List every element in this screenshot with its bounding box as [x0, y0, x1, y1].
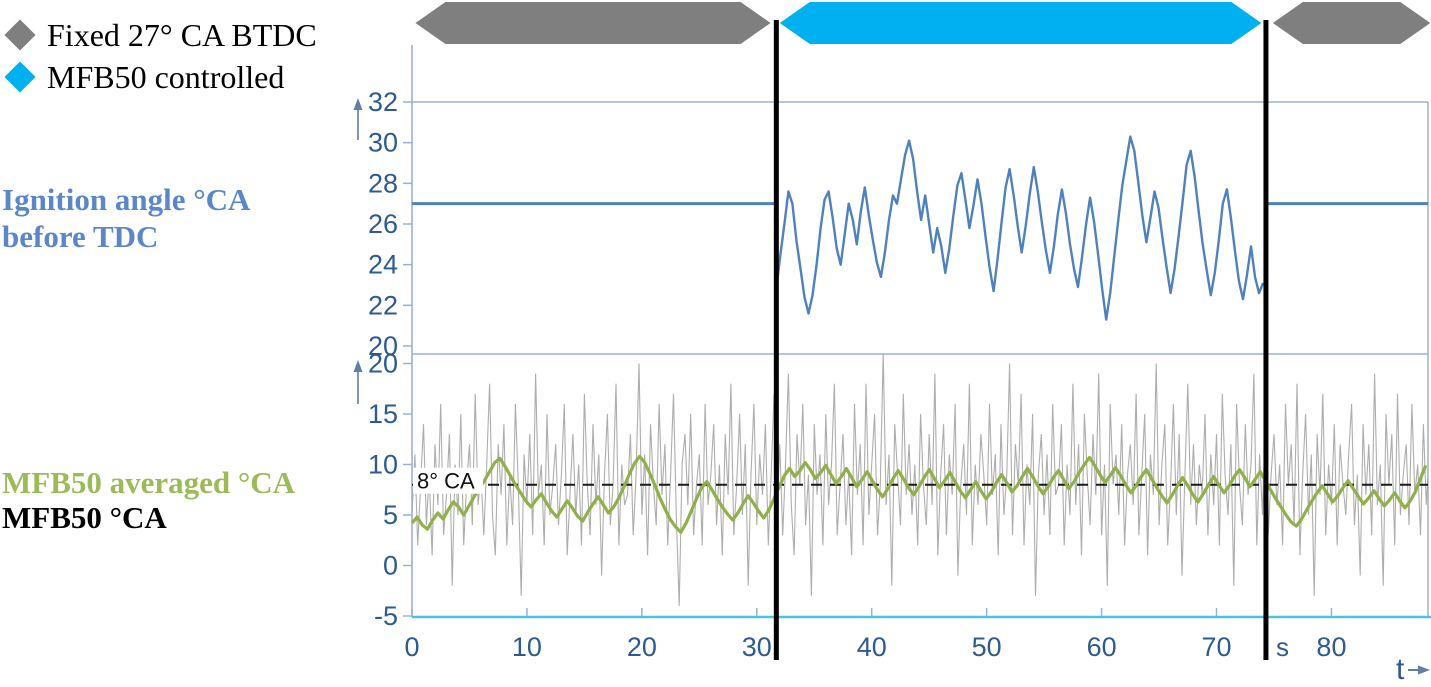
legend-label: MFB50 controlled [47, 58, 285, 95]
y-axis-arrowhead-icon [353, 98, 363, 110]
mfb50-averaged-caption: MFB50 averaged °CA [2, 465, 296, 500]
reference-label-bg [413, 467, 483, 494]
y-tick-label: 15 [368, 399, 398, 429]
x-tick-label: 60 [1087, 632, 1117, 662]
phase-banner-0 [415, 2, 771, 44]
x-tick-label: 80 [1316, 632, 1346, 662]
legend-item-fixed: Fixed 27° CA BTDC [4, 14, 317, 56]
mfb50-raw-series [412, 354, 1428, 606]
y-tick-label: 26 [368, 209, 398, 239]
legend: Fixed 27° CA BTDC MFB50 controlled [4, 14, 317, 98]
x-tick-label: 40 [857, 632, 887, 662]
time-axis-arrowhead-icon [1418, 665, 1430, 675]
mfb50-raw-caption: MFB50 °CA [2, 500, 167, 535]
top-chart-caption-line1: Ignition angle °CA [2, 182, 251, 217]
mfb50-averaged-series [410, 454, 1428, 534]
y-tick-label: -5 [374, 601, 398, 631]
legend-item-controlled: MFB50 controlled [4, 56, 317, 98]
x-tick-label: 70 [1202, 632, 1232, 662]
y-tick-label: 5 [383, 500, 398, 530]
y-tick-label: 20 [368, 331, 398, 361]
x-tick-label: 10 [512, 632, 542, 662]
y-tick-label: 24 [368, 250, 398, 280]
y-tick-label: 0 [383, 551, 398, 581]
y-tick-label: 32 [368, 87, 398, 117]
x-tick-label: 0 [404, 632, 419, 662]
top-chart-caption: Ignition angle °CA before TDC [2, 181, 250, 255]
ignition-controlled-series [775, 135, 1265, 321]
legend-label: Fixed 27° CA BTDC [47, 16, 317, 53]
top-chart-caption-line2: before TDC [2, 219, 159, 254]
x-tick-label: 50 [972, 632, 1002, 662]
phase-banner-1 [779, 2, 1262, 44]
reference-label: 8° CA [417, 469, 475, 494]
y-axis-arrowhead-icon [353, 360, 363, 372]
y-tick-label: 20 [368, 349, 398, 379]
y-tick-label: 28 [368, 168, 398, 198]
y-tick-label: 10 [368, 450, 398, 480]
x-unit-label: s [1276, 632, 1289, 662]
phase-banner-2 [1272, 2, 1431, 44]
x-tick-label: 30 [742, 632, 772, 662]
y-tick-label: 22 [368, 290, 398, 320]
x-tick-label: 20 [627, 632, 657, 662]
y-tick-label: 30 [368, 128, 398, 158]
time-axis-label: t [1396, 653, 1405, 686]
